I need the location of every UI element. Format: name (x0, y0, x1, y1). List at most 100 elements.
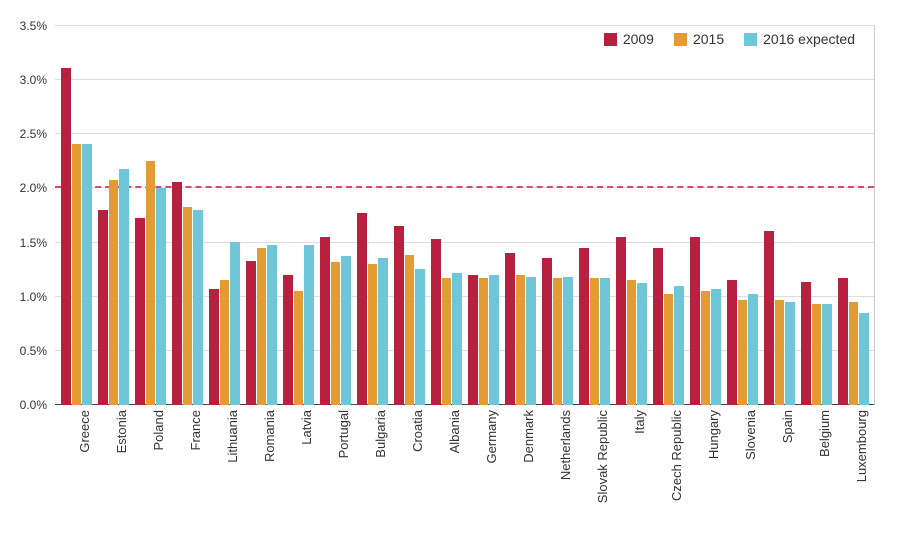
bar-group (838, 25, 869, 405)
legend-label-2015: 2015 (693, 31, 724, 47)
bar-group (394, 25, 425, 405)
bar-group (801, 25, 832, 405)
legend-swatch-2015 (674, 33, 687, 46)
x-tick-label: Lithuania (209, 410, 240, 540)
bar (146, 161, 156, 405)
legend-item-2016: 2016 expected (744, 31, 855, 47)
bar (109, 180, 119, 405)
bar (748, 294, 758, 405)
x-tick-label: Slovak Republic (579, 410, 610, 540)
legend-label-2009: 2009 (623, 31, 654, 47)
x-tick-label: Spain (764, 410, 795, 540)
bar (600, 278, 610, 405)
bar (859, 313, 869, 405)
bar (801, 282, 811, 405)
bar (701, 291, 711, 405)
bar (341, 256, 351, 405)
bar (378, 258, 388, 405)
x-tick-label: Italy (616, 410, 647, 540)
bar (331, 262, 341, 405)
bar-group (320, 25, 351, 405)
bar-group (172, 25, 203, 405)
bar-group (431, 25, 462, 405)
legend-swatch-2009 (604, 33, 617, 46)
bar-group (653, 25, 684, 405)
bar-group (542, 25, 573, 405)
x-tick-label: Slovenia (727, 410, 758, 540)
bar (627, 280, 637, 405)
bar-group (505, 25, 536, 405)
x-tick-label: Poland (135, 410, 166, 540)
bar (119, 169, 129, 405)
bar-group (98, 25, 129, 405)
chart-area: 0.0%0.5%1.0%1.5%2.0%2.5%3.0%3.5% 2009 20… (55, 25, 875, 405)
legend-item-2015: 2015 (674, 31, 724, 47)
bar-group (579, 25, 610, 405)
bar (357, 213, 367, 405)
x-tick-label: Luxembourg (838, 410, 869, 540)
legend-swatch-2016 (744, 33, 757, 46)
bar (489, 275, 499, 405)
x-tick-label: Portugal (320, 410, 351, 540)
bar (304, 245, 314, 405)
x-axis-labels: GreeceEstoniaPolandFranceLithuaniaRomani… (55, 410, 875, 540)
bar (193, 210, 203, 405)
bar (98, 210, 108, 405)
bar (209, 289, 219, 405)
bar (505, 253, 515, 405)
bar-group (764, 25, 795, 405)
y-tick-label: 1.5% (20, 236, 47, 250)
y-tick-label: 3.0% (20, 73, 47, 87)
bar (452, 273, 462, 405)
x-tick-label: Romania (246, 410, 277, 540)
bar (637, 283, 647, 405)
bar (674, 286, 684, 405)
bar-group (468, 25, 499, 405)
bar (542, 258, 552, 405)
bar-group (246, 25, 277, 405)
bar (283, 275, 293, 405)
bar (775, 300, 785, 405)
x-tick-label: Czech Republic (653, 410, 684, 540)
x-tick-label: Greece (61, 410, 92, 540)
bar (516, 275, 526, 405)
bar (579, 248, 589, 405)
x-tick-label: Croatia (394, 410, 425, 540)
bar (764, 231, 774, 405)
bar (727, 280, 737, 405)
y-tick-label: 0.0% (20, 398, 47, 412)
bar (738, 300, 748, 405)
bar (135, 218, 145, 405)
bar-group (727, 25, 758, 405)
x-tick-label: Bulgaria (357, 410, 388, 540)
y-tick-label: 2.0% (20, 181, 47, 195)
bar-group (61, 25, 92, 405)
bar (849, 302, 859, 405)
bar (553, 278, 563, 405)
bar-group (135, 25, 166, 405)
bar (368, 264, 378, 405)
bar-group (209, 25, 240, 405)
bar (72, 144, 82, 405)
bar (246, 261, 256, 405)
bar (183, 207, 193, 405)
bar-group (690, 25, 721, 405)
x-tick-label: Denmark (505, 410, 536, 540)
x-tick-label: Latvia (283, 410, 314, 540)
bars-layer (55, 25, 875, 405)
bar (468, 275, 478, 405)
bar (172, 182, 182, 405)
bar-group (616, 25, 647, 405)
bar (257, 248, 267, 405)
bar (838, 278, 848, 405)
x-tick-label: Albania (431, 410, 462, 540)
x-tick-label: Netherlands (542, 410, 573, 540)
bar-group (283, 25, 314, 405)
y-tick-label: 1.0% (20, 290, 47, 304)
bar (230, 242, 240, 405)
bar-group (357, 25, 388, 405)
bar (61, 68, 71, 405)
bar (320, 237, 330, 405)
bar (220, 280, 230, 405)
bar (479, 278, 489, 405)
